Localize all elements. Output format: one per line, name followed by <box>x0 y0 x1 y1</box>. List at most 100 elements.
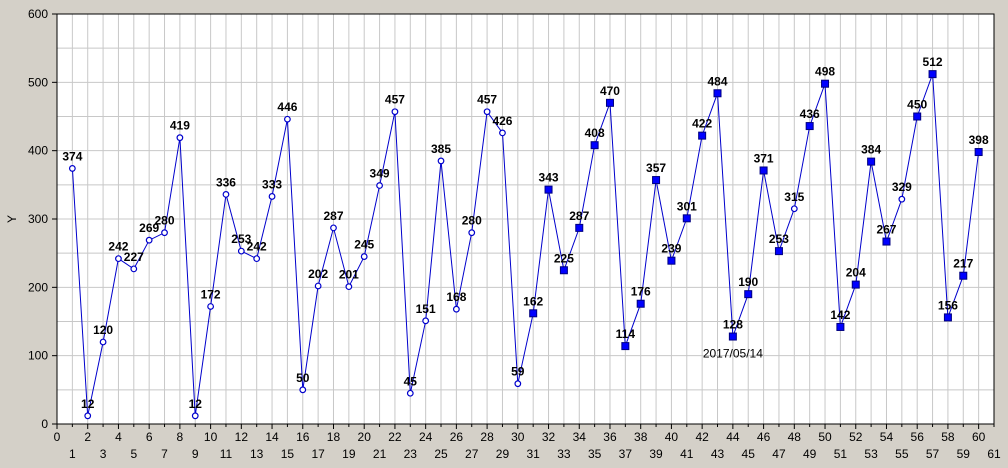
data-point <box>115 255 122 263</box>
data-point <box>605 98 614 107</box>
y-tick-label: 0 <box>41 417 48 431</box>
y-tick-label: 200 <box>28 280 48 294</box>
x-tick-label: 12 <box>235 430 249 444</box>
data-label: 426 <box>492 114 512 128</box>
data-point <box>299 386 307 394</box>
x-tick-label-minor: 39 <box>649 447 663 461</box>
data-point <box>898 195 906 203</box>
data-point <box>176 134 184 142</box>
data-point <box>452 305 460 313</box>
series-polyline <box>71 73 980 416</box>
data-point <box>99 338 107 346</box>
data-label: 336 <box>216 175 236 189</box>
x-tick-label-minor: 27 <box>465 447 479 461</box>
x-tick-label: 36 <box>603 430 617 444</box>
data-label: 204 <box>846 266 866 280</box>
data-point <box>882 237 891 246</box>
data-point <box>667 256 676 265</box>
x-tick-label: 38 <box>634 430 648 444</box>
data-labels: 3741212024222726928041912172336253242333… <box>62 55 989 411</box>
data-point <box>575 223 584 232</box>
data-label: 59 <box>511 365 525 379</box>
data-label: 227 <box>124 250 144 264</box>
data-label: 408 <box>585 126 605 140</box>
data-point <box>698 131 707 140</box>
data-point <box>145 236 153 244</box>
x-tick-label: 48 <box>788 430 802 444</box>
x-tick-label: 56 <box>911 430 925 444</box>
x-tick-label: 10 <box>204 430 218 444</box>
data-label: 436 <box>800 107 820 121</box>
data-label: 242 <box>247 240 267 254</box>
x-tick-label-minor: 47 <box>772 447 786 461</box>
y-tick-label: 300 <box>28 212 48 226</box>
x-tick-label-minor: 57 <box>926 447 940 461</box>
data-label: 12 <box>189 397 203 411</box>
x-tick-label: 40 <box>665 430 679 444</box>
data-point <box>422 317 430 325</box>
data-point <box>943 313 952 322</box>
data-label: 162 <box>523 294 543 308</box>
x-tick-label-minor: 51 <box>834 447 848 461</box>
y-axis: 0 100 200 300 400 500 600 <box>28 7 57 431</box>
x-tick-label: 22 <box>388 430 402 444</box>
x-tick-label-minor: 9 <box>192 447 199 461</box>
data-point <box>499 129 506 137</box>
x-tick-label-minor: 1 <box>69 447 76 461</box>
x-tick-label-minor: 31 <box>527 447 541 461</box>
x-tick-label: 16 <box>296 430 310 444</box>
data-label: 329 <box>892 180 912 194</box>
annotation-label: 2017/05/14 <box>703 347 763 361</box>
data-label: 253 <box>231 232 251 246</box>
data-point <box>237 247 245 255</box>
data-label: 267 <box>876 223 896 237</box>
x-tick-label-minor: 11 <box>220 447 233 461</box>
data-point <box>191 412 199 420</box>
x-tick-label-minor: 49 <box>803 447 817 461</box>
x-tick-label-minor: 17 <box>311 447 325 461</box>
data-point <box>821 79 830 88</box>
data-point <box>590 141 599 150</box>
data-point <box>928 70 937 79</box>
data-label: 239 <box>661 242 681 256</box>
data-label: 172 <box>201 287 221 301</box>
data-point <box>314 282 322 290</box>
x-tick-label: 28 <box>480 430 494 444</box>
x-tick-label: 14 <box>265 430 279 444</box>
data-label: 50 <box>296 371 310 385</box>
data-point <box>84 412 92 420</box>
x-axis: 0 2 4 6 8 10 12 14 16 18 20 22 24 26 28 30 32 34 36 38 40 42 4… <box>54 424 1001 461</box>
data-point <box>836 322 845 331</box>
data-point <box>514 380 522 388</box>
data-label: 349 <box>370 167 390 181</box>
data-point <box>130 265 138 273</box>
data-label: 398 <box>969 133 989 147</box>
x-tick-label: 54 <box>880 430 894 444</box>
data-point <box>851 280 860 289</box>
data-point <box>621 342 630 351</box>
y-tick-label: 400 <box>28 144 48 158</box>
data-label: 287 <box>569 209 589 223</box>
x-tick-label-minor: 45 <box>742 447 756 461</box>
data-point <box>867 157 876 166</box>
x-tick-label-minor: 29 <box>496 447 510 461</box>
x-tick-label: 46 <box>757 430 771 444</box>
x-tick-label: 42 <box>695 430 709 444</box>
data-point <box>682 214 691 223</box>
data-label: 114 <box>616 327 636 341</box>
data-label: 457 <box>385 93 405 107</box>
data-label: 12 <box>81 397 95 411</box>
data-point <box>713 89 722 98</box>
x-tick-label-minor: 5 <box>130 447 137 461</box>
x-tick-label: 58 <box>941 430 955 444</box>
data-point <box>544 185 553 194</box>
data-label: 253 <box>769 232 789 246</box>
data-point <box>728 332 737 341</box>
x-tick-label: 4 <box>115 430 122 444</box>
data-label: 457 <box>477 93 497 107</box>
y-tick-label: 600 <box>28 7 48 21</box>
x-tick-label: 20 <box>358 430 372 444</box>
data-label: 470 <box>600 84 620 98</box>
data-label: 120 <box>93 323 113 337</box>
data-label: 156 <box>938 298 958 312</box>
